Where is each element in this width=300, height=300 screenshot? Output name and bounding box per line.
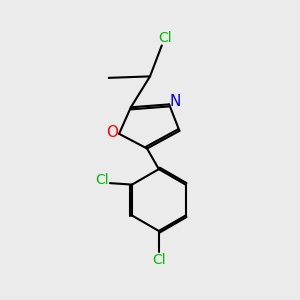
Text: Cl: Cl — [158, 31, 172, 45]
Text: Cl: Cl — [95, 173, 109, 187]
Text: O: O — [106, 125, 119, 140]
Text: N: N — [170, 94, 181, 109]
Text: Cl: Cl — [152, 253, 166, 267]
